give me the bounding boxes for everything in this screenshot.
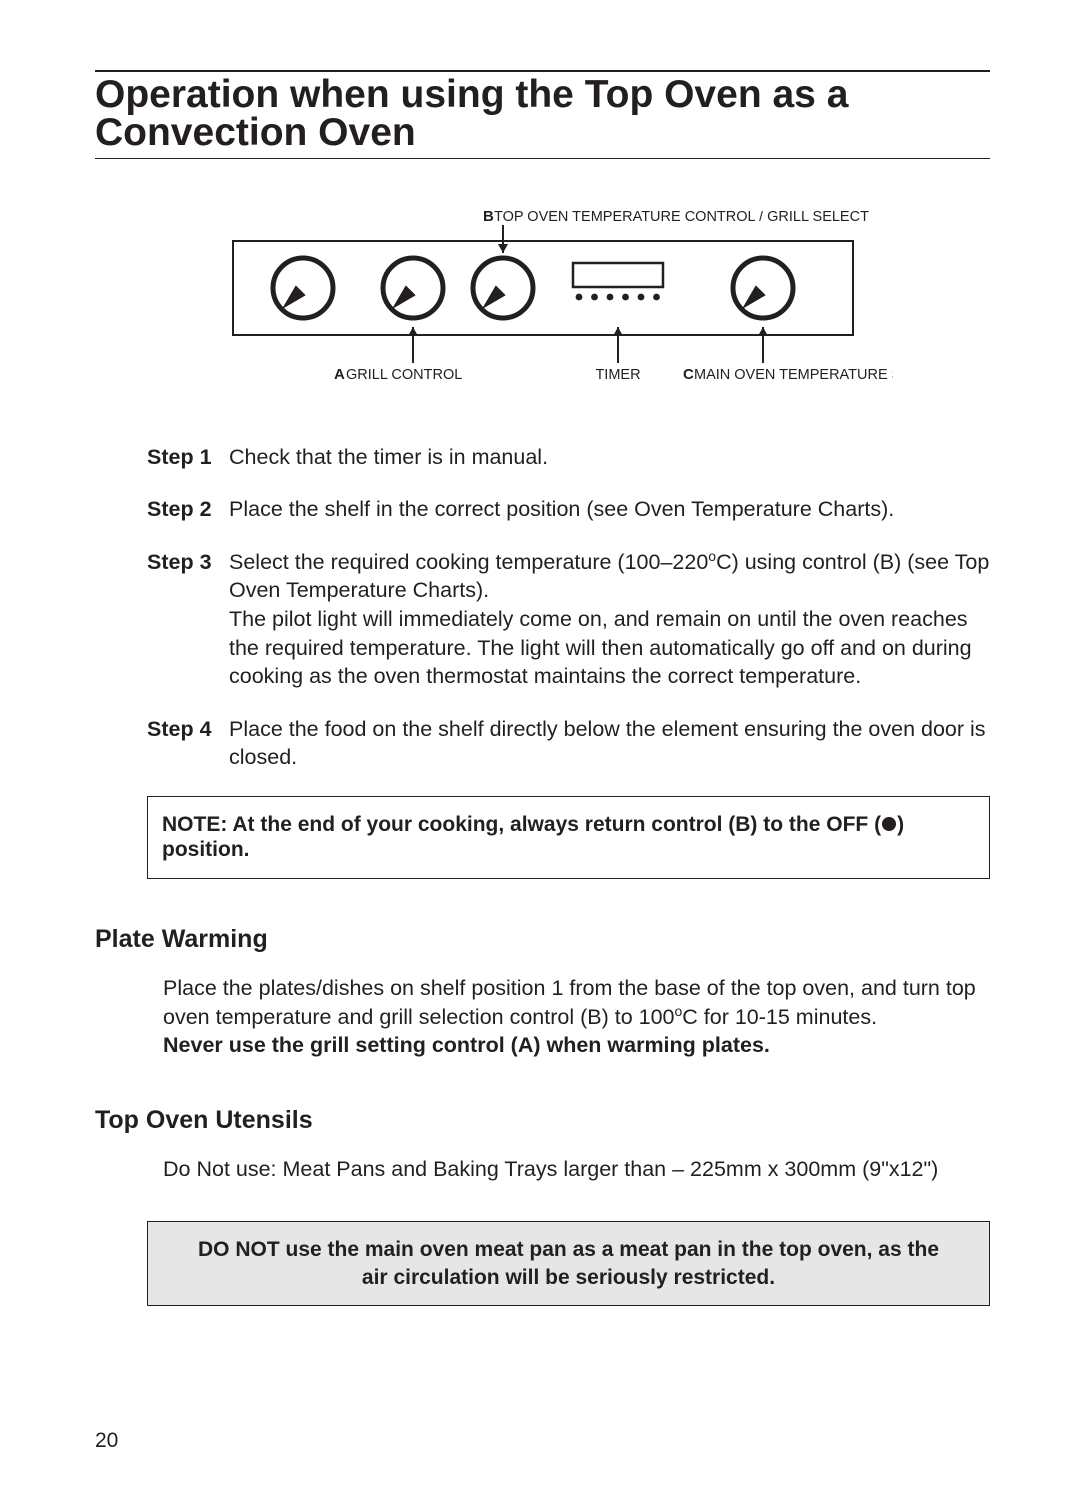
svg-text:C: C (683, 366, 694, 383)
svg-text:TOP OVEN TEMPERATURE CONTROL /: TOP OVEN TEMPERATURE CONTROL / GRILL SEL… (494, 211, 869, 225)
step-row: Step 4Place the food on the shelf direct… (147, 715, 990, 772)
step-label: Step 4 (147, 715, 229, 744)
step-row: Step 1Check that the timer is in manual. (147, 443, 990, 472)
page-number: 20 (95, 1429, 118, 1453)
svg-text:TIMER: TIMER (595, 367, 640, 383)
step-body: Place the shelf in the correct position … (229, 495, 990, 524)
rule-bottom (95, 158, 990, 159)
svg-text:A: A (334, 366, 345, 383)
step-label: Step 1 (147, 443, 229, 472)
utensils-body: Do Not use: Meat Pans and Baking Trays l… (95, 1155, 990, 1184)
step-row: Step 2Place the shelf in the correct pos… (147, 495, 990, 524)
rule-top (95, 70, 990, 72)
step-body: Place the food on the shelf directly bel… (229, 715, 990, 772)
page-title: Operation when using the Top Oven as a C… (95, 76, 990, 158)
note-prefix: NOTE: At the end of your cooking, always… (162, 813, 881, 836)
warning-box: DO NOT use the main oven meat pan as a m… (147, 1221, 990, 1306)
note-box: NOTE: At the end of your cooking, always… (147, 796, 990, 879)
plate-warming-body: Place the plates/dishes on shelf positio… (95, 974, 990, 1060)
svg-text:MAIN OVEN TEMPERATURE SELECTOR: MAIN OVEN TEMPERATURE SELECTOR (694, 367, 893, 383)
utensils-heading: Top Oven Utensils (95, 1106, 990, 1135)
step-row: Step 3Select the required cooking temper… (147, 548, 990, 691)
step-label: Step 3 (147, 548, 229, 577)
off-dot-icon (881, 814, 897, 838)
step-body: Check that the timer is in manual. (229, 443, 990, 472)
svg-text:GRILL CONTROL: GRILL CONTROL (346, 367, 462, 383)
plate-warming-heading: Plate Warming (95, 925, 990, 954)
step-body: Select the required cooking temperature … (229, 548, 990, 691)
svg-text:B: B (483, 211, 494, 225)
steps-list: Step 1Check that the timer is in manual.… (95, 443, 990, 772)
control-panel-diagram: BTOP OVEN TEMPERATURE CONTROL / GRILL SE… (95, 211, 990, 391)
step-label: Step 2 (147, 495, 229, 524)
